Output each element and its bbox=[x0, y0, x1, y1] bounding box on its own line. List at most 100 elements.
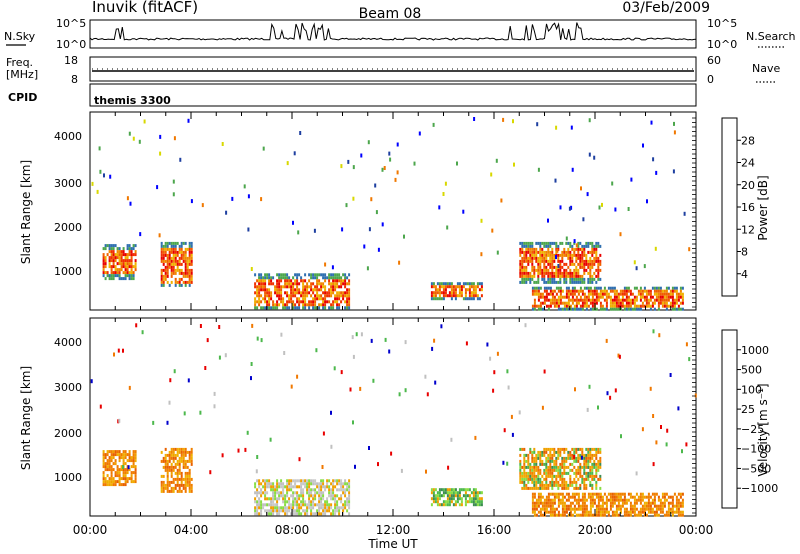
scatter-cell-4 bbox=[575, 265, 578, 269]
scatter-cell-0 bbox=[124, 274, 127, 278]
scatter-cell-4 bbox=[565, 486, 568, 490]
scatter-cell-2 bbox=[264, 285, 267, 289]
scatter-cell-outlier bbox=[206, 338, 209, 343]
scatter-cell-4 bbox=[587, 265, 590, 269]
scatter-cell-4 bbox=[589, 453, 592, 457]
scatter-cell-5 bbox=[563, 495, 566, 499]
scatter-cell-4 bbox=[575, 274, 578, 278]
scatter-cell-2 bbox=[268, 497, 271, 501]
scatter-cell-4 bbox=[583, 280, 586, 284]
scatter-cell-2 bbox=[270, 291, 273, 295]
scatter-cell-5 bbox=[537, 295, 540, 299]
scatter-cell-3 bbox=[434, 285, 437, 289]
scatter-cell-5 bbox=[673, 286, 676, 290]
scatter-cell-5 bbox=[581, 501, 584, 505]
velocity-colorbar-label: Velocity [m s⁻¹] bbox=[756, 383, 770, 476]
scatter-cell-4 bbox=[561, 274, 564, 278]
scatter-cell-5 bbox=[655, 507, 658, 511]
scatter-cell-0 bbox=[122, 262, 125, 266]
scatter-cell-2 bbox=[274, 494, 277, 498]
scatter-cell-outlier bbox=[199, 410, 202, 415]
scatter-cell-5 bbox=[649, 495, 652, 499]
scatter-cell-0 bbox=[122, 250, 125, 254]
scatter-cell-1 bbox=[184, 253, 187, 257]
scatter-cell-3 bbox=[472, 288, 475, 292]
scatter-cell-4 bbox=[595, 280, 598, 284]
scatter-cell-1 bbox=[172, 453, 175, 457]
scatter-cell-outlier bbox=[503, 428, 506, 433]
scatter-cell-5 bbox=[675, 501, 678, 505]
scatter-cell-4 bbox=[593, 262, 596, 266]
scatter-cell-4 bbox=[543, 471, 546, 475]
scatter-cell-4 bbox=[541, 453, 544, 457]
scatter-cell-1 bbox=[164, 462, 167, 466]
scatter-cell-1 bbox=[188, 456, 191, 460]
scatter-cell-5 bbox=[599, 504, 602, 508]
scatter-cell-2 bbox=[286, 306, 289, 310]
scatter-cell-4 bbox=[567, 450, 570, 454]
scatter-cell-4 bbox=[549, 250, 552, 254]
scatter-cell-5 bbox=[653, 301, 656, 305]
scatter-cell-1 bbox=[176, 280, 179, 284]
scatter-cell-4 bbox=[549, 265, 552, 269]
scatter-cell-2 bbox=[284, 276, 287, 280]
scatter-cell-0 bbox=[132, 465, 135, 469]
scatter-cell-2 bbox=[324, 506, 327, 510]
scatter-cell-5 bbox=[635, 492, 638, 496]
scatter-cell-5 bbox=[661, 301, 664, 305]
scatter-cell-2 bbox=[296, 479, 299, 483]
scatter-cell-5 bbox=[553, 507, 556, 511]
scatter-cell-2 bbox=[308, 279, 311, 283]
scatter-cell-2 bbox=[340, 279, 343, 283]
scatter-cell-2 bbox=[312, 291, 315, 295]
scatter-cell-4 bbox=[591, 462, 594, 466]
scatter-cell-3 bbox=[434, 288, 437, 292]
scatter-cell-1 bbox=[178, 459, 181, 463]
scatter-cell-outlier bbox=[598, 205, 601, 210]
scatter-cell-1 bbox=[190, 250, 193, 254]
scatter-cell-1 bbox=[170, 274, 173, 278]
scatter-cell-outlier bbox=[368, 446, 370, 450]
scatter-cell-2 bbox=[282, 273, 285, 277]
scatter-cell-1 bbox=[172, 253, 175, 257]
scatter-cell-4 bbox=[557, 450, 560, 454]
scatter-cell-2 bbox=[320, 491, 323, 495]
scatter-cell-2 bbox=[334, 300, 337, 304]
scatter-cell-1 bbox=[176, 468, 179, 472]
scatter-cell-3 bbox=[452, 494, 455, 498]
scatter-cell-2 bbox=[282, 306, 285, 310]
scatter-cell-3 bbox=[462, 494, 465, 498]
scatter-cell-1 bbox=[182, 462, 185, 466]
scatter-cell-4 bbox=[587, 241, 590, 245]
scatter-cell-0 bbox=[118, 253, 121, 257]
scatter-cell-5 bbox=[545, 295, 548, 299]
scatter-cell-3 bbox=[464, 291, 467, 295]
scatter-cell-4 bbox=[573, 480, 576, 484]
scatter-cell-2 bbox=[260, 282, 263, 286]
scatter-cell-5 bbox=[639, 498, 642, 502]
scatter-cell-4 bbox=[519, 247, 522, 251]
scatter-cell-2 bbox=[314, 276, 317, 280]
scatter-cell-0 bbox=[122, 462, 125, 466]
velocity-colorbar-tick-label: −1000 bbox=[741, 482, 778, 495]
scatter-cell-2 bbox=[338, 273, 341, 277]
scatter-cell-outlier bbox=[280, 332, 283, 337]
scatter-cell-4 bbox=[551, 256, 554, 260]
scatter-cell-0 bbox=[128, 247, 131, 251]
scatter-cell-2 bbox=[312, 497, 315, 501]
scatter-cell-2 bbox=[328, 488, 331, 492]
scatter-cell-5 bbox=[597, 507, 600, 511]
scatter-cell-1 bbox=[184, 483, 187, 487]
scatter-cell-5 bbox=[539, 295, 542, 299]
scatter-cell-outlier bbox=[473, 117, 476, 121]
scatter-cell-0 bbox=[110, 468, 113, 472]
scatter-cell-2 bbox=[262, 306, 265, 310]
scatter-cell-5 bbox=[533, 492, 536, 496]
scatter-cell-3 bbox=[468, 282, 471, 286]
scatter-cell-2 bbox=[318, 282, 321, 286]
scatter-cell-5 bbox=[611, 510, 614, 514]
scatter-cell-5 bbox=[535, 504, 538, 508]
scatter-cell-outlier bbox=[618, 354, 621, 359]
scatter-cell-2 bbox=[278, 288, 281, 292]
scatter-cell-4 bbox=[559, 468, 562, 472]
